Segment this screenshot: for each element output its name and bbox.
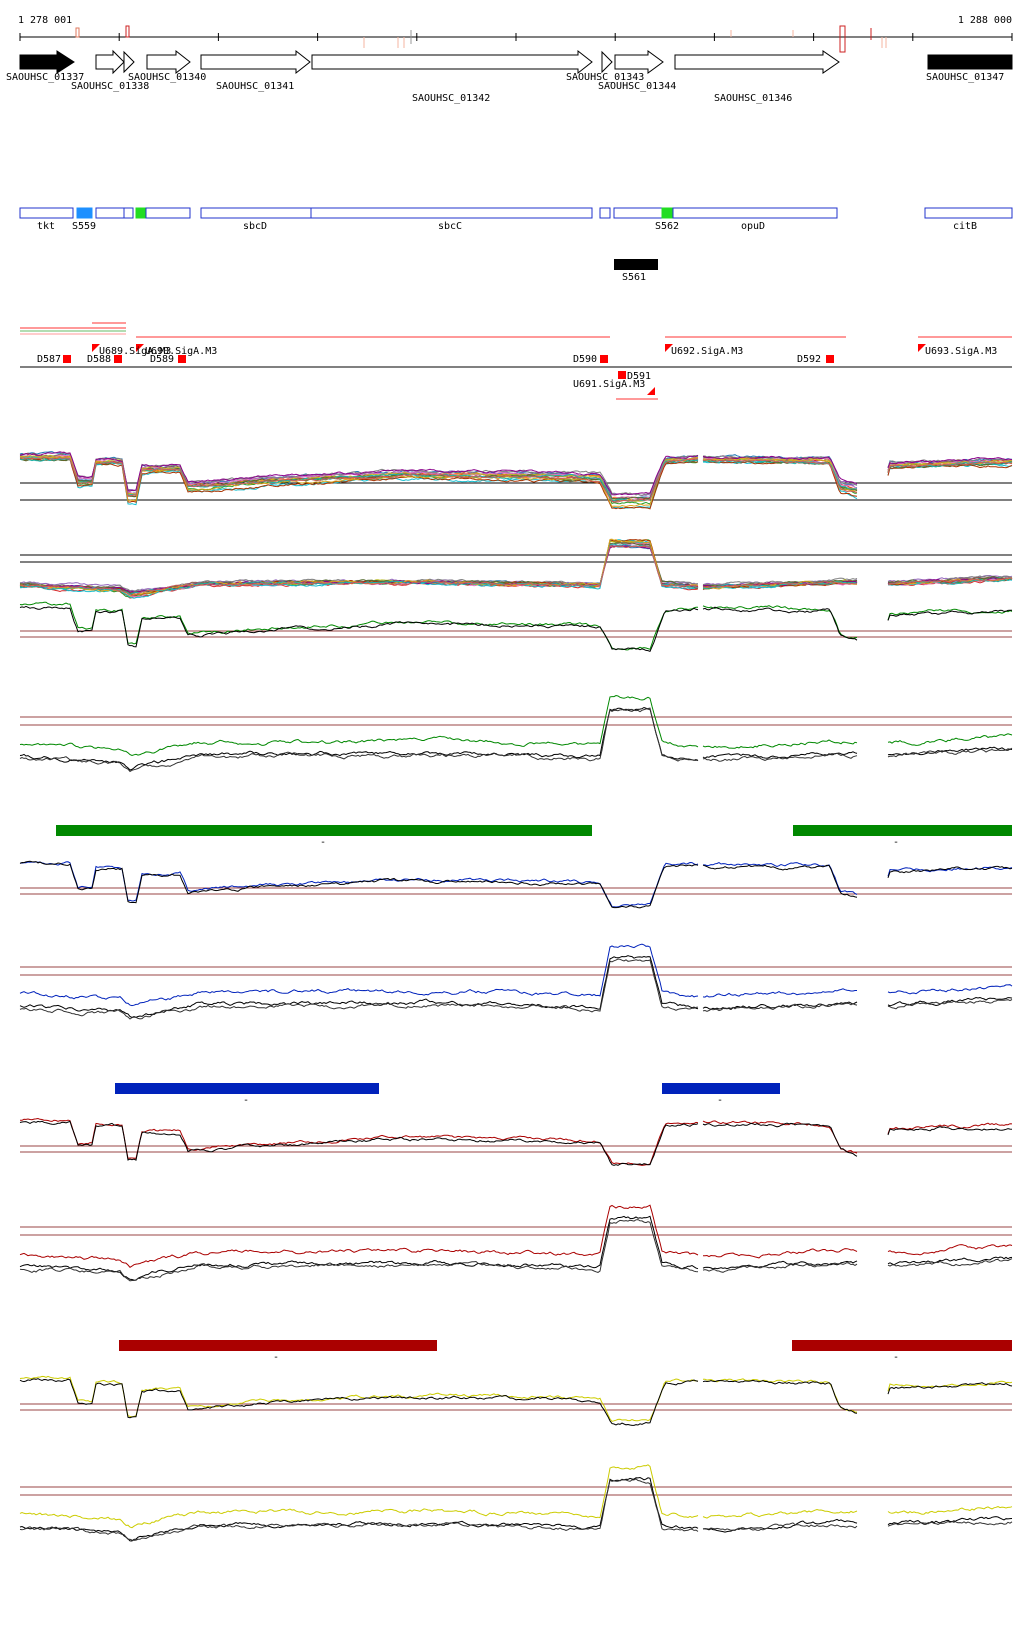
trace-reference-top bbox=[19, 1378, 1013, 1426]
site-label: U691.SigA.M3 bbox=[573, 379, 645, 390]
site-label: D588 bbox=[87, 354, 111, 365]
site-track: D587 D588 U689.SigA.M3 U690.SigA.M3 D589… bbox=[20, 322, 1012, 400]
site-label: D592 bbox=[797, 354, 821, 365]
condition-bars: - - - - - - bbox=[56, 825, 1012, 1363]
trace-condition-bottom bbox=[19, 1464, 1013, 1529]
ruler-start-label: 1 278 001 bbox=[18, 15, 72, 26]
trace-condition-bottom bbox=[19, 943, 1013, 1007]
gene-label: SAOUHSC_01341 bbox=[216, 81, 294, 92]
gene-arrow-01346[interactable] bbox=[674, 50, 840, 74]
site-label: D590 bbox=[573, 354, 597, 365]
gene-arrow-01342[interactable] bbox=[311, 49, 593, 75]
condition-bar-label: - bbox=[273, 1352, 279, 1363]
trace-condition-top bbox=[19, 1375, 1013, 1422]
trace-reference-bottom bbox=[19, 707, 1013, 773]
trace-reference-top bbox=[19, 860, 1013, 909]
feature-label: tkt bbox=[37, 221, 55, 232]
trace-multi-top bbox=[19, 451, 1013, 496]
site-label: U690.SigA.M3 bbox=[145, 346, 217, 357]
feature-track: tkt S559 sbcD sbcC S562 opuD citB S561 bbox=[19, 207, 1013, 283]
gene-arrow-01338b[interactable] bbox=[123, 50, 135, 74]
trace-condition-bottom bbox=[19, 1204, 1013, 1268]
gene-label: SAOUHSC_01344 bbox=[598, 81, 676, 92]
site-label: U692.SigA.M3 bbox=[671, 346, 743, 357]
site-label: D589 bbox=[150, 354, 174, 365]
site-label: U689.SigA.M3 bbox=[99, 346, 171, 357]
condition-bar-red bbox=[119, 1340, 437, 1351]
gene-label: SAOUHSC_01347 bbox=[926, 72, 1004, 83]
trace-reference-top bbox=[19, 605, 1013, 653]
feature-label: sbcD bbox=[243, 221, 267, 232]
site-markers bbox=[63, 344, 926, 395]
feature-label: sbcC bbox=[438, 221, 462, 232]
coordinate-ruler: 1 278 001 1 288 000 bbox=[18, 15, 1013, 53]
condition-bar-label: - bbox=[320, 837, 326, 848]
gene-arrow-01343[interactable] bbox=[601, 50, 613, 74]
feature-label: S561 bbox=[622, 272, 646, 283]
condition-bar-blue bbox=[115, 1083, 379, 1094]
gene-arrow-01337[interactable] bbox=[19, 50, 75, 74]
gene-arrow-01344[interactable] bbox=[614, 50, 664, 74]
trace-multi-top bbox=[19, 456, 1013, 505]
gene-arrow-01340[interactable] bbox=[146, 49, 191, 75]
trace-reference-bottom bbox=[19, 958, 1013, 1020]
feature-label: S562 bbox=[655, 221, 679, 232]
gene-label: SAOUHSC_01338 bbox=[71, 81, 149, 92]
gene-label: SAOUHSC_01342 bbox=[412, 93, 490, 104]
gene-label: SAOUHSC_01337 bbox=[6, 72, 84, 83]
condition-bar-green bbox=[56, 825, 592, 836]
gene-arrow-01341[interactable] bbox=[200, 49, 311, 75]
gene-label: SAOUHSC_01340 bbox=[128, 72, 206, 83]
ruler-end-label: 1 288 000 bbox=[958, 15, 1012, 26]
trace-reference-bottom bbox=[19, 1219, 1013, 1282]
gene-arrow-01347[interactable] bbox=[927, 54, 1013, 70]
trace-condition-top bbox=[19, 1117, 1013, 1166]
condition-bar-red bbox=[792, 1340, 1012, 1351]
site-label: D591 bbox=[627, 371, 651, 382]
gene-label: SAOUHSC_01343 bbox=[566, 72, 644, 83]
trace-reference-bottom bbox=[19, 1215, 1013, 1281]
condition-bar-label: - bbox=[243, 1095, 249, 1106]
condition-bar-blue bbox=[662, 1083, 780, 1094]
feature-label: opuD bbox=[741, 221, 765, 232]
trace-reference-top bbox=[19, 1120, 1013, 1166]
gene-label: SAOUHSC_01346 bbox=[714, 93, 792, 104]
ruler-signal-marks bbox=[75, 25, 887, 53]
condition-bar-label: - bbox=[893, 837, 899, 848]
feature-label: citB bbox=[953, 221, 977, 232]
gene-arrow-01338a[interactable] bbox=[95, 49, 125, 75]
trace-multi-bottom bbox=[19, 545, 1013, 597]
site-label: U693.SigA.M3 bbox=[925, 346, 997, 357]
trace-reference-bottom bbox=[19, 1478, 1013, 1541]
condition-bar-label: - bbox=[893, 1352, 899, 1363]
feature-label: S559 bbox=[72, 221, 96, 232]
trace-multi-top bbox=[19, 456, 1013, 503]
expression-plots bbox=[19, 451, 1013, 1542]
trace-condition-bottom bbox=[19, 694, 1013, 757]
condition-bar-label: - bbox=[717, 1095, 723, 1106]
gene-track: SAOUHSC_01337 SAOUHSC_01338 SAOUHSC_0134… bbox=[6, 49, 1013, 104]
condition-bar-green bbox=[793, 825, 1012, 836]
ruler-ticks bbox=[19, 33, 1013, 41]
site-label: D587 bbox=[37, 354, 61, 365]
trace-multi-top bbox=[19, 455, 1013, 500]
